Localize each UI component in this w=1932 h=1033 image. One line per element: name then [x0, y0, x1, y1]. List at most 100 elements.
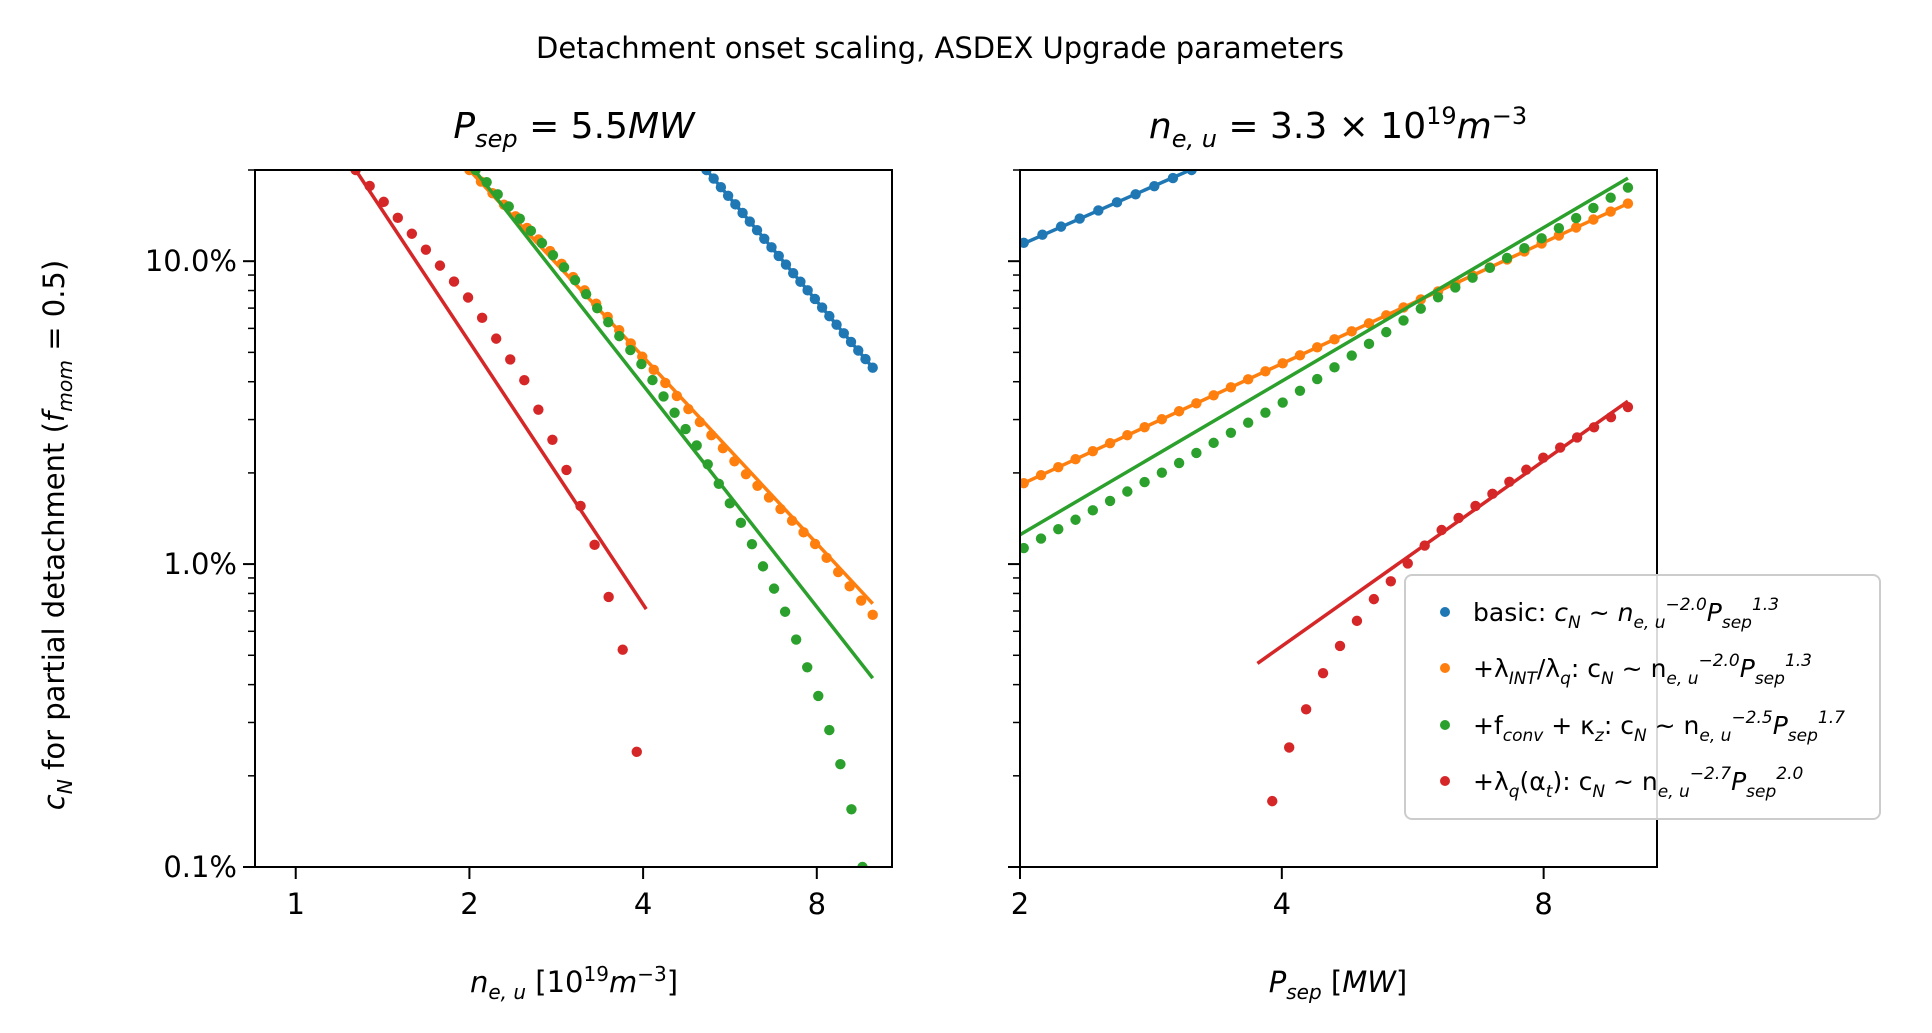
right-point-lambda-q-alpha: [1538, 452, 1549, 463]
left-x-tick-label: 8: [808, 887, 826, 921]
left-point-basic: [730, 199, 741, 210]
left-series-basic: [701, 170, 878, 373]
left-point-fconv-kappa: [658, 391, 669, 402]
left-xlabel-sub: e, u: [488, 980, 526, 1004]
left-point-basic: [853, 345, 864, 356]
left-point-lambda-int: [832, 566, 844, 578]
left-point-lambda-q-alpha: [617, 644, 628, 655]
legend-marker-3: [1440, 720, 1450, 730]
left-point-fconv-kappa: [746, 538, 758, 550]
left-point-lambda-q-alpha: [448, 276, 460, 287]
left-point-fconv-kappa: [591, 302, 603, 314]
legend-label-1: basic: cN ~ ne, u−2.0Psep1.3: [1473, 595, 1779, 633]
right-point-lambda-q-alpha: [1453, 512, 1464, 524]
left-point-lambda-q-alpha: [561, 464, 572, 476]
right-series-group: [1020, 170, 1634, 807]
left-point-basic: [867, 362, 878, 373]
left-title-var: P: [453, 106, 475, 147]
right-x-axis-label: Psep [MW]: [1269, 965, 1408, 1004]
right-xlabel-sub: sep: [1286, 980, 1321, 1004]
right-point-fconv-kappa: [1381, 326, 1392, 338]
left-x-tick-label: 4: [634, 887, 652, 921]
left-point-lambda-int: [729, 456, 740, 467]
legend-marker-1: [1440, 607, 1450, 617]
left-point-fconv-kappa: [614, 330, 625, 342]
left-point-fconv-kappa: [768, 583, 780, 594]
left-point-basic: [744, 216, 756, 227]
left-xlabel-var: n: [470, 965, 488, 999]
y-axis-label-var: c: [37, 794, 71, 810]
right-point-lambda-q-alpha: [1571, 432, 1583, 443]
left-point-lambda-int: [740, 468, 752, 480]
right-point-lambda-q-alpha: [1487, 488, 1498, 500]
left-point-basic: [809, 293, 821, 305]
left-point-basic: [766, 242, 777, 253]
right-point-lambda-int: [1225, 382, 1237, 393]
left-point-lambda-q-alpha: [589, 539, 600, 551]
left-point-fconv-kappa: [846, 804, 857, 815]
left-point-fconv-kappa: [835, 759, 846, 770]
left-point-lambda-q-alpha: [547, 434, 558, 445]
legend-frame: [1404, 574, 1881, 820]
left-point-lambda-q-alpha: [505, 354, 516, 365]
left-y-tick-label: 0.1%: [163, 850, 237, 884]
legend: basic: cN ~ ne, u−2.0Psep1.3 +λINT/λq: cN…: [1404, 574, 1881, 820]
right-point-lambda-int: [1035, 469, 1047, 481]
left-point-fconv-kappa: [713, 478, 724, 490]
left-panel: Psep = 5.5MW 0.1% 1.0% 10.0% 1 2 4 8 ne, u [10…: [145, 106, 893, 1004]
right-point-lambda-q-alpha: [1267, 795, 1278, 807]
left-point-lambda-int: [775, 503, 786, 515]
right-point-lambda-int: [1294, 350, 1306, 361]
left-point-lambda-q-alpha: [490, 333, 502, 344]
left-title-sub: sep: [475, 125, 518, 153]
left-point-lambda-int: [821, 552, 832, 564]
left-point-fconv-kappa: [503, 201, 514, 212]
left-x-axis-label: ne, u [1019m−3]: [470, 962, 678, 1004]
left-point-fconv-kappa: [857, 861, 868, 867]
left-point-lambda-q-alpha: [533, 404, 544, 415]
right-point-lambda-int: [1191, 398, 1202, 409]
left-point-basic: [722, 190, 734, 201]
right-point-basic: [1020, 237, 1029, 248]
right-title-sub: e, u: [1172, 125, 1217, 153]
left-point-basic: [759, 233, 770, 244]
left-point-basic: [795, 276, 806, 287]
right-title-var: n: [1149, 106, 1172, 147]
left-point-lambda-q-alpha: [350, 170, 361, 176]
legend-label-3: +fconv + κz: cN ~ ne, u−2.5Psep1.7: [1473, 708, 1845, 746]
right-point-fconv-kappa: [1588, 202, 1599, 214]
right-point-fconv-kappa: [1294, 385, 1306, 396]
right-point-lambda-int: [1312, 342, 1323, 353]
right-point-lambda-q-alpha: [1554, 442, 1566, 453]
left-xlabel-unit-exp: −3: [637, 962, 666, 986]
right-point-lambda-q-alpha: [1402, 558, 1413, 569]
right-point-lambda-int: [1553, 230, 1565, 241]
left-point-basic: [816, 302, 828, 313]
right-point-lambda-int: [1122, 430, 1133, 441]
left-point-basic: [773, 250, 784, 262]
right-point-basic: [1093, 205, 1104, 216]
right-point-lambda-int: [1104, 438, 1116, 449]
left-x-tick-label: 1: [286, 887, 304, 921]
right-point-lambda-int: [1329, 334, 1340, 345]
right-axes-group: 2 4 8: [1008, 169, 1553, 921]
left-x-tick-label: 2: [460, 887, 478, 921]
left-point-lambda-int: [648, 364, 659, 376]
right-title-eq: = 3.3 × 10: [1217, 106, 1426, 147]
right-point-lambda-int: [1053, 461, 1064, 473]
left-title-unit: MW: [628, 106, 696, 147]
right-point-basic: [1037, 229, 1048, 240]
right-point-lambda-int: [1087, 446, 1099, 457]
right-point-fconv-kappa: [1605, 192, 1616, 203]
figure-suptitle: Detachment onset scaling, ASDEX Upgrade …: [536, 31, 1344, 65]
left-series-fconv-kappa: [470, 170, 875, 867]
left-y-tick-label: 10.0%: [145, 244, 237, 278]
left-point-basic: [860, 353, 871, 365]
right-point-fconv-kappa: [1191, 447, 1202, 459]
left-point-basic: [831, 319, 842, 330]
left-point-fconv-kappa: [580, 288, 592, 300]
right-point-lambda-int: [1070, 453, 1081, 465]
left-point-fconv-kappa: [547, 249, 559, 261]
